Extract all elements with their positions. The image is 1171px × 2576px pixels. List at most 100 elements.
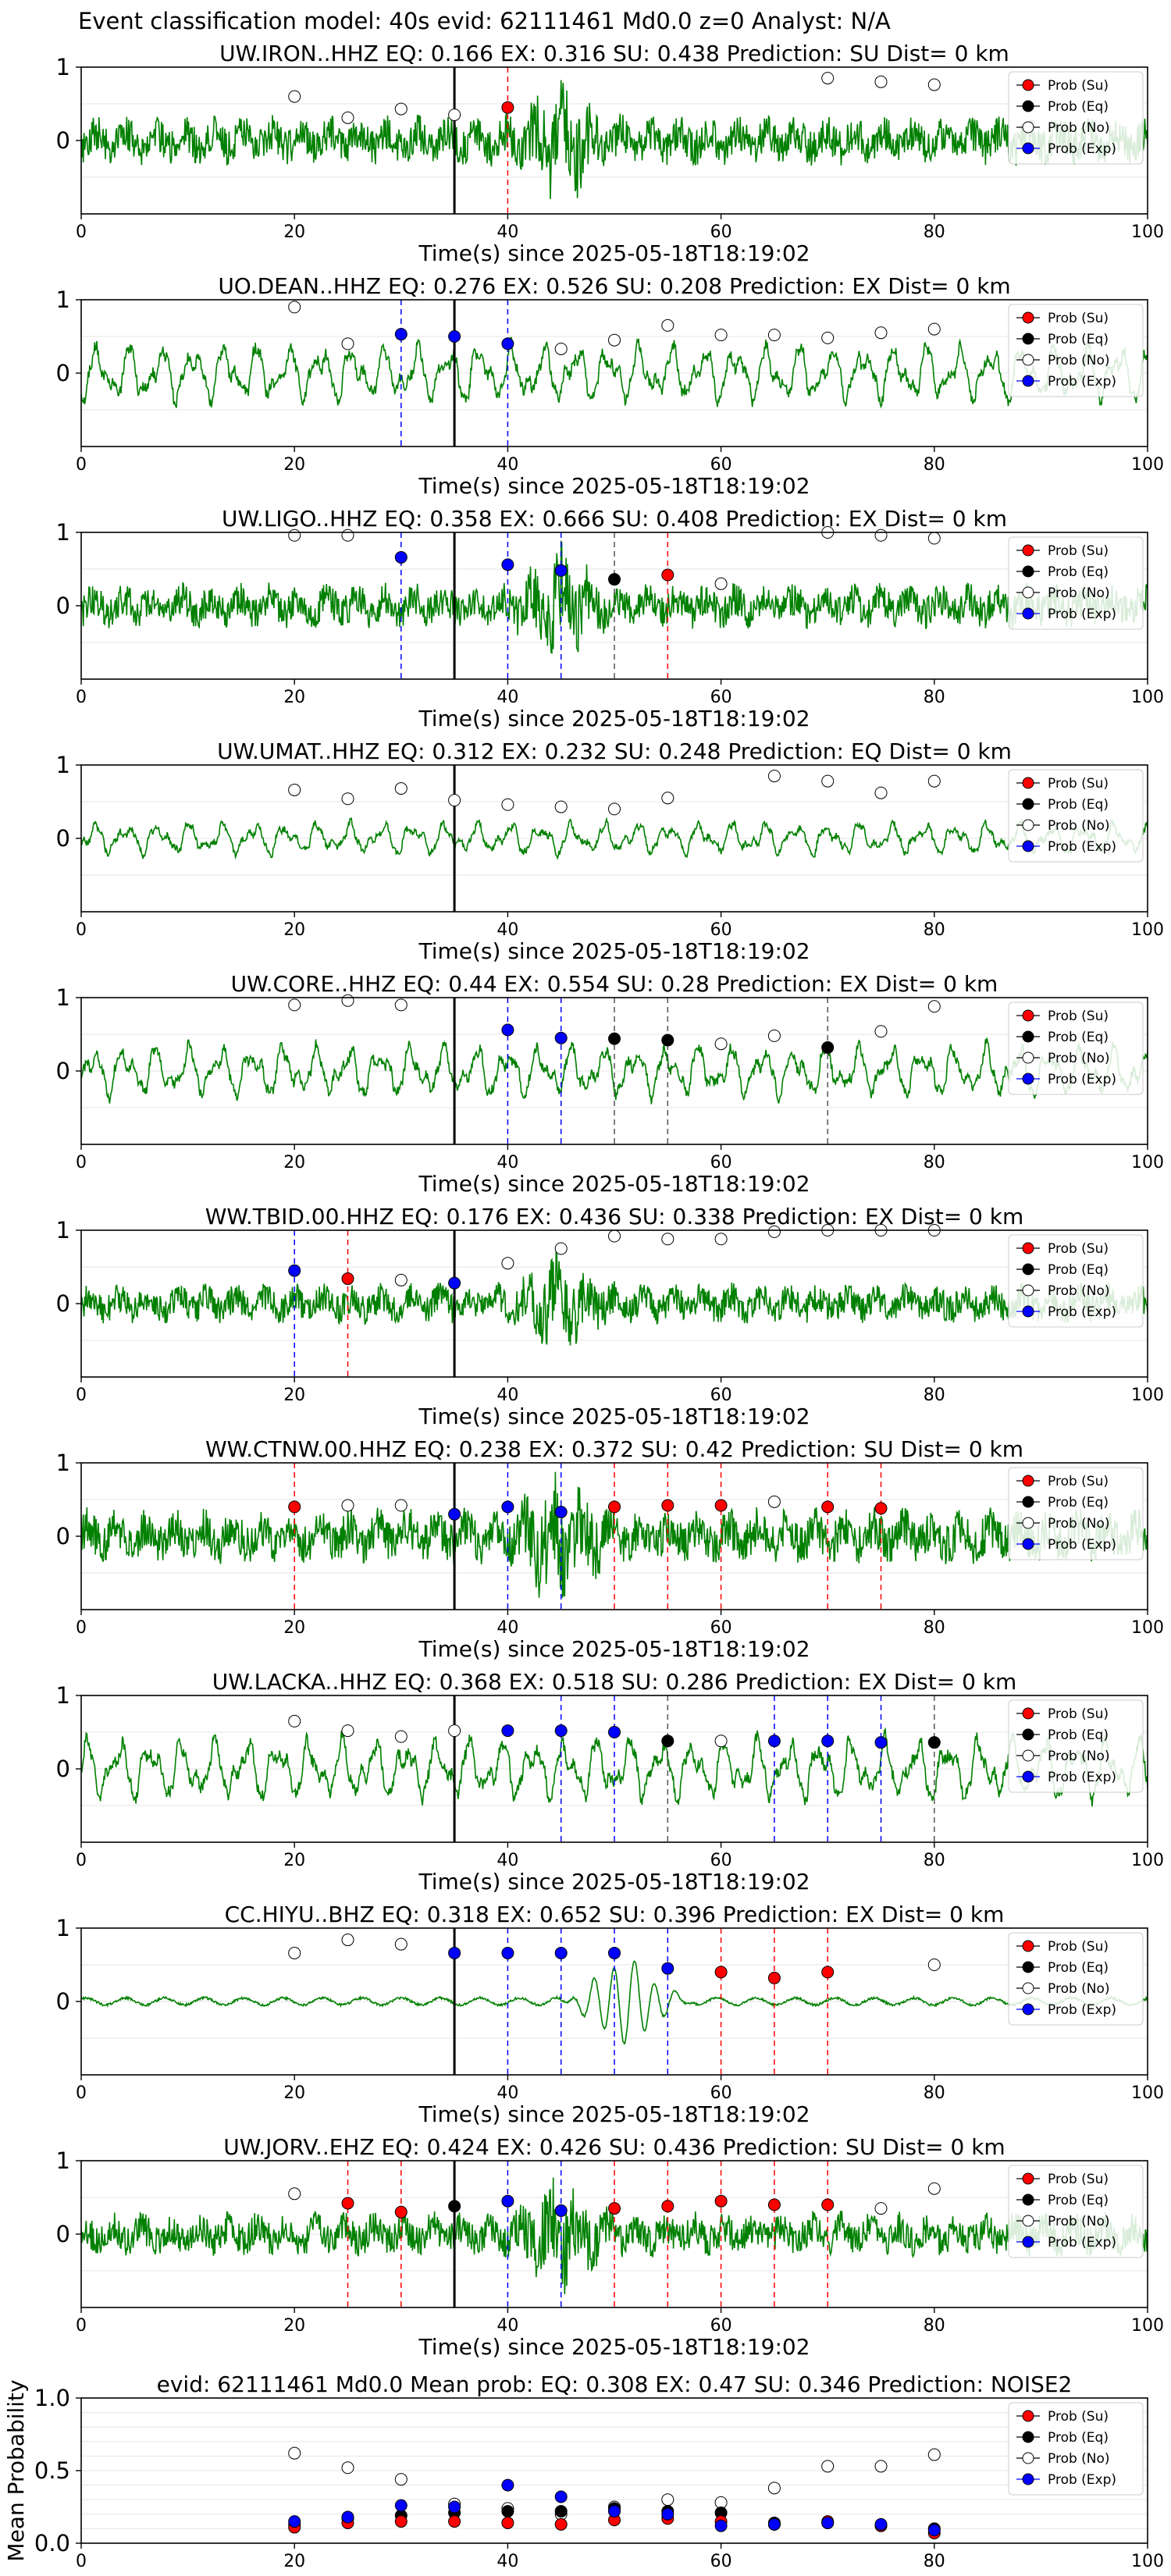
legend-label: Prob (No) <box>1048 2214 1110 2229</box>
legend-label: Prob (Eq) <box>1048 1960 1109 1976</box>
legend-marker-no <box>1022 819 1034 831</box>
panel-3 <box>76 764 1148 917</box>
prob-point-no <box>554 1242 568 1255</box>
prob-point-su <box>661 1499 674 1512</box>
prob-point-exp <box>448 330 461 343</box>
y-tick-label: 0 <box>56 592 70 619</box>
plot-area <box>81 532 1148 679</box>
legend-label: Prob (No) <box>1048 1516 1110 1532</box>
waveform-trace <box>81 1250 1148 1346</box>
prob-point-exp <box>608 2505 621 2518</box>
prob-point-exp <box>608 1726 621 1738</box>
legend-label: Prob (Exp) <box>1048 1072 1116 1087</box>
x-axis-label: Time(s) since 2025-05-18T18:19:02 <box>418 1869 810 1895</box>
x-tick-label: 80 <box>924 1153 945 1172</box>
legend-label: Prob (No) <box>1048 1749 1110 1764</box>
x-tick-label: 20 <box>283 688 305 707</box>
panel-0 <box>76 66 1148 219</box>
prob-point-no <box>288 2446 301 2460</box>
x-tick-label: 20 <box>283 222 305 242</box>
prob-point-no <box>661 318 674 332</box>
prob-point-no <box>341 2461 354 2475</box>
legend-marker-eq <box>1022 1961 1034 1973</box>
legend-label: Prob (Exp) <box>1048 1537 1116 1553</box>
x-tick-label: 20 <box>283 455 305 475</box>
x-tick-label: 60 <box>710 1153 732 1172</box>
x-tick-label: 20 <box>283 1153 305 1172</box>
y-tick-label: 0 <box>56 825 70 852</box>
x-tick-label: 80 <box>924 455 945 475</box>
x-tick-label: 80 <box>924 2083 945 2103</box>
prob-point-su <box>821 1966 835 1979</box>
prob-point-no <box>341 337 354 350</box>
legend-box <box>1008 1467 1144 1560</box>
legend-marker-no <box>1022 121 1034 133</box>
panel-5 <box>76 1224 1148 1382</box>
x-tick-label: 40 <box>497 688 518 707</box>
legend-label: Prob (Su) <box>1048 2409 1109 2425</box>
prob-point-exp <box>767 1735 781 1748</box>
y-tick-label: 0 <box>56 1756 70 1782</box>
legend-label: Prob (Eq) <box>1048 1495 1109 1510</box>
prob-point-no <box>927 774 941 788</box>
legend-marker-no <box>1022 1051 1034 1064</box>
legend-marker-no <box>1022 354 1034 366</box>
legend-label: Prob (No) <box>1048 1981 1110 1997</box>
prob-point-exp <box>661 2507 674 2521</box>
prob-point-no <box>341 111 354 124</box>
prob-point-no <box>821 72 835 85</box>
x-tick-label: 20 <box>283 1851 305 1870</box>
legend-marker-su <box>1022 1707 1034 1720</box>
legend-marker-su <box>1022 777 1034 789</box>
y-tick-label: 0 <box>56 1290 70 1317</box>
x-tick-label: 40 <box>497 2552 518 2571</box>
legend-box <box>1008 769 1144 863</box>
legend-marker-eq <box>1022 1263 1034 1276</box>
prob-point-no <box>608 1229 621 1243</box>
plot-area <box>81 67 1148 214</box>
x-axis-label: Time(s) since 2025-05-18T18:19:02 <box>418 240 810 266</box>
prob-point-exp <box>661 1962 674 1975</box>
x-tick-label: 20 <box>283 2083 305 2103</box>
prob-point-no <box>821 331 835 344</box>
legend-label: Prob (Su) <box>1048 1241 1109 1257</box>
x-tick-label: 60 <box>710 2083 732 2103</box>
prob-point-exp <box>501 2478 514 2492</box>
legend-label: Prob (Exp) <box>1048 141 1116 157</box>
plot-area <box>81 300 1148 447</box>
legend <box>1008 769 1144 863</box>
legend-marker-no <box>1022 586 1034 599</box>
prob-point-exp <box>608 1946 621 1959</box>
x-tick-label: 40 <box>497 1386 518 1405</box>
prob-point-no <box>767 2482 781 2495</box>
x-tick-label: 20 <box>283 1386 305 1405</box>
panel-4 <box>76 994 1148 1150</box>
x-tick-label: 20 <box>283 920 305 940</box>
legend-label: Prob (Su) <box>1048 776 1109 792</box>
prob-point-no <box>767 770 781 783</box>
prob-point-no <box>821 2460 835 2473</box>
legend-label: Prob (Eq) <box>1048 332 1109 347</box>
prob-point-no <box>927 1000 941 1013</box>
prob-point-su <box>394 2205 408 2218</box>
prob-point-su <box>501 101 514 114</box>
legend-marker-eq <box>1022 2431 1034 2443</box>
x-tick-label: 0 <box>76 688 87 707</box>
legend-marker-su <box>1022 79 1034 91</box>
panel-title: WW.TBID.00.HHZ EQ: 0.176 EX: 0.436 SU: 0… <box>205 1204 1024 1229</box>
legend-marker-su <box>1022 2172 1034 2185</box>
legend-label: Prob (Su) <box>1048 1474 1109 1489</box>
prob-point-no <box>874 1025 888 1038</box>
prob-point-exp <box>341 2510 354 2524</box>
x-tick-label: 80 <box>924 688 945 707</box>
prob-point-no <box>448 794 461 807</box>
prob-point-su <box>661 2200 674 2213</box>
x-axis-label: Time(s) since 2025-05-18T18:19:02 <box>418 706 810 731</box>
panel-title: UW.IRON..HHZ EQ: 0.166 EX: 0.316 SU: 0.4… <box>219 41 1009 66</box>
legend-marker-exp <box>1022 2236 1034 2248</box>
x-tick-label: 100 <box>1131 1618 1164 1638</box>
prob-point-eq <box>608 573 621 586</box>
x-tick-label: 100 <box>1131 455 1164 475</box>
prob-point-no <box>288 90 301 103</box>
plot-area <box>81 1695 1148 1842</box>
